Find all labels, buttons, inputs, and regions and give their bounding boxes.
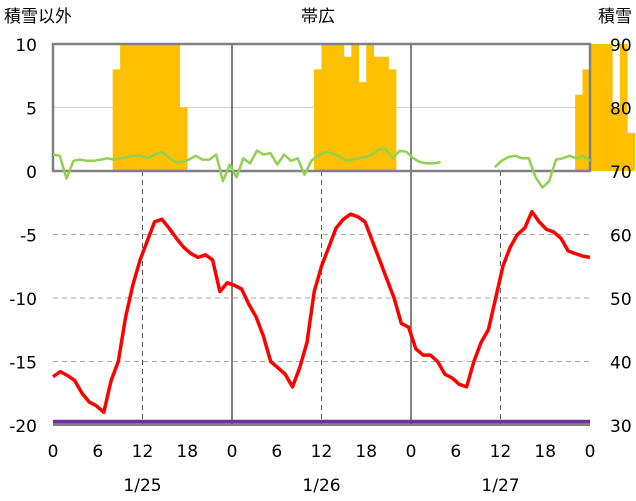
x-tick-label: 18: [176, 442, 198, 462]
left-axis-label: 積雪以外: [4, 7, 72, 27]
bar: [135, 44, 143, 171]
bar: [314, 69, 322, 171]
x-tick-label: 6: [450, 442, 461, 462]
y-tick-label-left: -20: [9, 417, 37, 437]
bar: [328, 44, 337, 171]
y-tick-label-left: -15: [9, 354, 37, 374]
bar: [575, 94, 583, 171]
x-tick-label: 0: [406, 442, 417, 462]
x-tick-label: 18: [534, 442, 556, 462]
bar: [366, 44, 375, 171]
bar: [142, 44, 151, 171]
bar: [336, 44, 345, 171]
x-tick-label: 0: [227, 442, 238, 462]
x-tick-label: 18: [355, 442, 377, 462]
x-tick-label: 6: [271, 442, 282, 462]
x-tick-label: 12: [132, 442, 154, 462]
date-label: 1/26: [302, 476, 340, 496]
bar: [590, 44, 598, 171]
bar: [358, 82, 367, 171]
bar: [343, 56, 352, 172]
bar: [120, 44, 128, 171]
bar: [321, 44, 330, 171]
bar: [172, 44, 181, 171]
y-tick-label-left: -10: [9, 290, 37, 310]
y-tick-label-left: 0: [26, 163, 37, 183]
bar: [582, 69, 591, 171]
y-tick-label-right: 70: [610, 163, 632, 183]
y-tick-label-right: 80: [610, 100, 632, 120]
bar: [373, 56, 382, 172]
x-tick-label: 12: [490, 442, 512, 462]
upper-panel-frame: [51, 42, 592, 173]
bar: [149, 44, 158, 171]
x-tick-label: 6: [92, 442, 103, 462]
y-tick-label-left: 5: [26, 100, 37, 120]
x-tick-label: 0: [48, 442, 59, 462]
y-tick-label-left: -5: [20, 227, 37, 247]
date-label: 1/27: [481, 476, 519, 496]
y-tick-label-right: 40: [610, 354, 632, 374]
x-tick-label: 12: [311, 442, 333, 462]
series-line: [52, 209, 591, 415]
right-axis-label: 積雪: [598, 7, 632, 27]
bar: [627, 132, 636, 171]
bar: [351, 44, 360, 171]
bar: [179, 107, 188, 171]
chart-title: 帯広: [301, 7, 335, 27]
y-tick-label-right: 90: [610, 36, 632, 56]
bar: [612, 107, 621, 171]
date-label: 1/25: [123, 476, 161, 496]
bar: [597, 44, 606, 171]
bar: [381, 56, 389, 172]
y-tick-label-left: 10: [15, 36, 37, 56]
bar: [127, 44, 136, 171]
series-line: [52, 148, 591, 189]
x-tick-label: 0: [585, 442, 596, 462]
bar: [164, 44, 173, 171]
y-tick-label-right: 50: [610, 290, 632, 310]
bar: [112, 69, 121, 171]
bar: [604, 44, 613, 171]
bar: [619, 44, 628, 171]
y-tick-label-right: 60: [610, 227, 632, 247]
bar: [388, 69, 397, 171]
bar: [157, 44, 166, 171]
y-tick-label-right: 30: [610, 417, 632, 437]
